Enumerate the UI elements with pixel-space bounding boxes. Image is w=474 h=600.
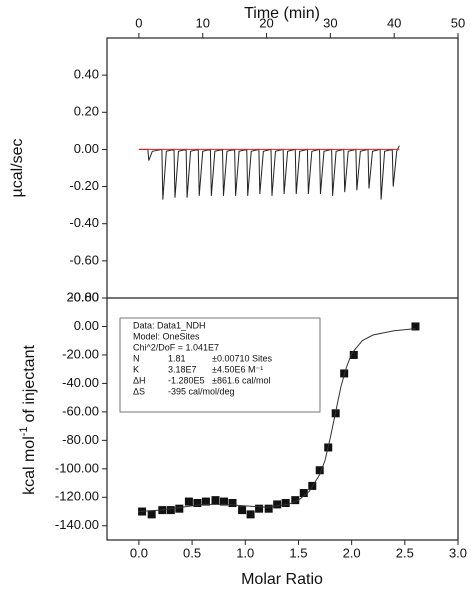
x-tick-label: 2.0	[343, 545, 361, 560]
data-point	[211, 496, 220, 505]
y-tick-label: 0.40	[74, 67, 99, 82]
y-tick-label: -40.00	[62, 375, 99, 390]
y-tick-label: -0.40	[69, 215, 99, 230]
y-tick-label: -80.00	[62, 432, 99, 447]
fit-info: Chi^2/DoF = 1.041E7	[133, 342, 219, 352]
data-point	[315, 466, 324, 475]
y-tick-label: -100.00	[55, 460, 99, 475]
data-point	[193, 498, 202, 507]
x-tick-label: 10	[195, 15, 209, 30]
data-point	[349, 350, 358, 359]
y-tick-label: -60.00	[62, 403, 99, 418]
x-axis-label: Time (min)	[244, 5, 320, 22]
x-tick-label: 50	[451, 15, 465, 30]
y-tick-label: 0.00	[74, 318, 99, 333]
y-tick-label: 0.00	[74, 141, 99, 156]
fit-info: Data: Data1_NDH	[133, 320, 206, 330]
fit-param: ±4.50E6 M⁻¹	[212, 364, 263, 374]
y-tick-label: -0.20	[69, 178, 99, 193]
x-tick-label: 0.5	[183, 545, 201, 560]
x-axis-label: Molar Ratio	[241, 571, 323, 588]
y-tick-label: -140.00	[55, 517, 99, 532]
data-point	[228, 498, 237, 507]
fit-param: -1.280E5	[168, 375, 205, 385]
data-point	[238, 506, 247, 515]
y-tick-label: 0.20	[74, 104, 99, 119]
fit-param: -395 cal/mol/deg	[168, 386, 235, 396]
fit-results-box	[119, 317, 321, 413]
y-tick-label: -0.60	[69, 252, 99, 267]
data-point	[273, 500, 282, 509]
x-tick-label: 0	[135, 15, 142, 30]
data-point	[291, 496, 300, 505]
y-label-superscript: -1	[18, 426, 30, 436]
x-tick-label: 1.0	[236, 545, 254, 560]
y-tick-label: -20.00	[62, 346, 99, 361]
x-tick-label: 0.0	[130, 545, 148, 560]
y-axis-label: µcal/sec	[9, 138, 26, 197]
data-point	[201, 497, 210, 506]
data-point	[246, 510, 255, 519]
fit-info: Model: OneSites	[133, 331, 200, 341]
fit-param: ΔS	[133, 386, 145, 396]
x-tick-label: 2.5	[396, 545, 414, 560]
fit-param: 3.18E7	[168, 364, 197, 374]
fit-param: ΔH	[133, 375, 146, 385]
y-axis-label: kcal mol-1 of injectant	[18, 345, 38, 495]
data-point	[166, 506, 175, 515]
data-point	[411, 322, 420, 331]
fit-param: K	[133, 364, 139, 374]
x-tick-label: 3.0	[449, 545, 467, 560]
x-tick-label: 40	[387, 15, 401, 30]
data-point	[147, 510, 156, 519]
x-tick-label: 20	[259, 15, 273, 30]
y-tick-label: 20.00	[66, 289, 99, 304]
y-tick-label: -0.80	[69, 289, 99, 304]
data-line	[138, 145, 400, 200]
data-point	[299, 489, 308, 498]
fit-param: 1.81	[168, 353, 186, 363]
data-point	[264, 504, 273, 513]
data-point	[220, 497, 228, 506]
y-tick-label: -120.00	[55, 489, 99, 504]
fit-param: N	[133, 353, 140, 363]
y-label-suffix: of injectant	[21, 345, 38, 423]
y-label-main: kcal mol	[21, 436, 38, 495]
plot-frame	[106, 37, 459, 541]
data-point	[281, 498, 290, 507]
data-line	[138, 328, 416, 513]
data-point	[255, 504, 264, 513]
x-tick-label: 1.5	[289, 545, 307, 560]
fit-param: ±0.00710 Sites	[212, 353, 272, 363]
data-point	[184, 497, 193, 506]
fit-param: ±861.6 cal/mol	[212, 375, 270, 385]
x-tick-label: 30	[323, 15, 337, 30]
data-point	[175, 504, 184, 513]
